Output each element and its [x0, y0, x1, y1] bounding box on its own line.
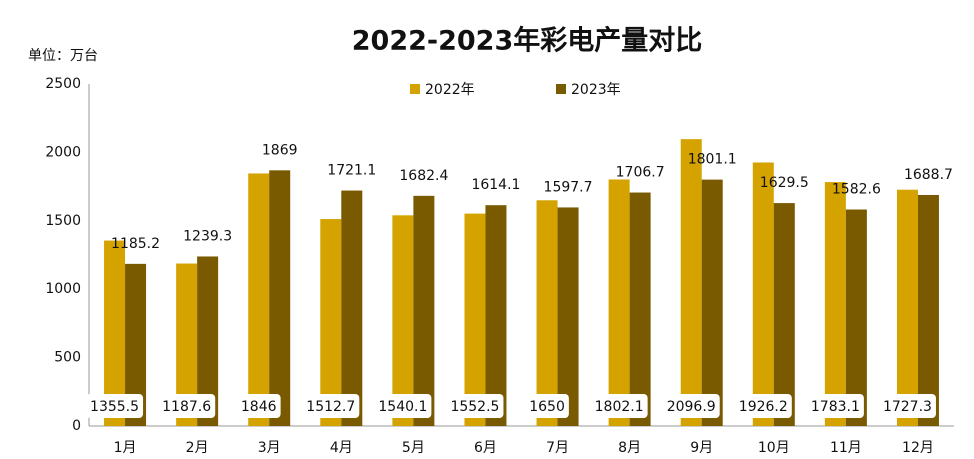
legend-swatch [410, 84, 420, 94]
data-label-box [525, 394, 569, 418]
data-label-box [236, 394, 281, 418]
data-label: 1512.7 [306, 399, 355, 415]
data-label: 2096.9 [667, 399, 716, 415]
x-tick-label: 5月 [402, 440, 425, 456]
bar [917, 194, 939, 426]
data-label-box [374, 394, 432, 418]
bar [464, 213, 486, 426]
x-tick-label: 12月 [902, 440, 934, 456]
data-label-box [878, 394, 936, 418]
data-label: 1846 [241, 399, 277, 415]
data-label-box [806, 394, 864, 418]
bar [680, 139, 702, 426]
bar [845, 209, 867, 426]
data-label: 1801.1 [688, 152, 737, 168]
x-tick-label: 8月 [618, 440, 641, 456]
bar [248, 173, 270, 426]
data-label-box [446, 394, 504, 418]
data-label: 1540.1 [378, 399, 427, 415]
bar [752, 162, 774, 426]
y-tick-label: 500 [54, 350, 81, 366]
y-tick-label: 0 [72, 418, 81, 434]
y-tick-label: 2500 [45, 76, 81, 92]
data-label: 1355.5 [90, 399, 139, 415]
bar [125, 263, 147, 426]
data-label: 1187.6 [162, 399, 211, 415]
x-tick-label: 11月 [830, 440, 862, 456]
data-label-box [734, 394, 792, 418]
bar [485, 205, 507, 426]
data-label: 1185.2 [111, 236, 160, 252]
data-label: 1582.6 [832, 182, 881, 198]
data-label-box [302, 394, 360, 418]
x-tick-label: 9月 [690, 440, 713, 456]
bar [629, 192, 651, 426]
unit-label: 单位：万台 [28, 48, 98, 64]
bar [557, 207, 579, 426]
legend-label: 2023年 [571, 82, 621, 98]
data-label-box [158, 394, 216, 418]
x-tick-label: 7月 [546, 440, 569, 456]
bar [176, 263, 198, 426]
data-label: 1869 [262, 142, 298, 158]
bar [320, 219, 342, 426]
bar [896, 189, 918, 426]
data-label: 1650 [529, 399, 565, 415]
data-label-box [86, 394, 144, 418]
legend-label: 2022年 [425, 82, 475, 98]
bar [608, 179, 630, 426]
data-label: 1597.7 [544, 179, 593, 195]
data-label: 1552.5 [450, 399, 499, 415]
data-label: 1629.5 [760, 175, 809, 191]
data-label: 1239.3 [183, 228, 232, 244]
data-label: 1706.7 [616, 165, 665, 181]
bar [413, 195, 435, 426]
x-tick-label: 1月 [114, 440, 137, 456]
y-tick-label: 1000 [45, 281, 81, 297]
y-tick-label: 2000 [45, 144, 81, 160]
bar [104, 240, 126, 426]
data-label-box [662, 394, 720, 418]
bar [824, 182, 846, 426]
data-label: 1783.1 [811, 399, 860, 415]
data-label: 1682.4 [399, 168, 448, 184]
bar [701, 179, 723, 426]
x-tick-label: 10月 [758, 440, 790, 456]
bar [392, 215, 414, 426]
bar [341, 190, 363, 426]
y-tick-label: 1500 [45, 213, 81, 229]
legend-swatch [556, 84, 566, 94]
bar [773, 203, 795, 426]
data-label: 1727.3 [883, 399, 932, 415]
x-tick-label: 6月 [474, 440, 497, 456]
x-tick-label: 2月 [186, 440, 209, 456]
data-label-box [590, 394, 648, 418]
data-label: 1688.7 [904, 167, 953, 183]
data-label: 1614.1 [471, 177, 520, 193]
x-tick-label: 3月 [258, 440, 281, 456]
bar [536, 200, 558, 426]
chart-title: 2022-2023年彩电产量对比 [352, 25, 703, 57]
bar [197, 256, 219, 426]
data-label: 1721.1 [327, 163, 376, 179]
bar [269, 170, 291, 426]
x-tick-label: 4月 [330, 440, 353, 456]
data-label: 1802.1 [595, 399, 644, 415]
data-label: 1926.2 [739, 399, 788, 415]
